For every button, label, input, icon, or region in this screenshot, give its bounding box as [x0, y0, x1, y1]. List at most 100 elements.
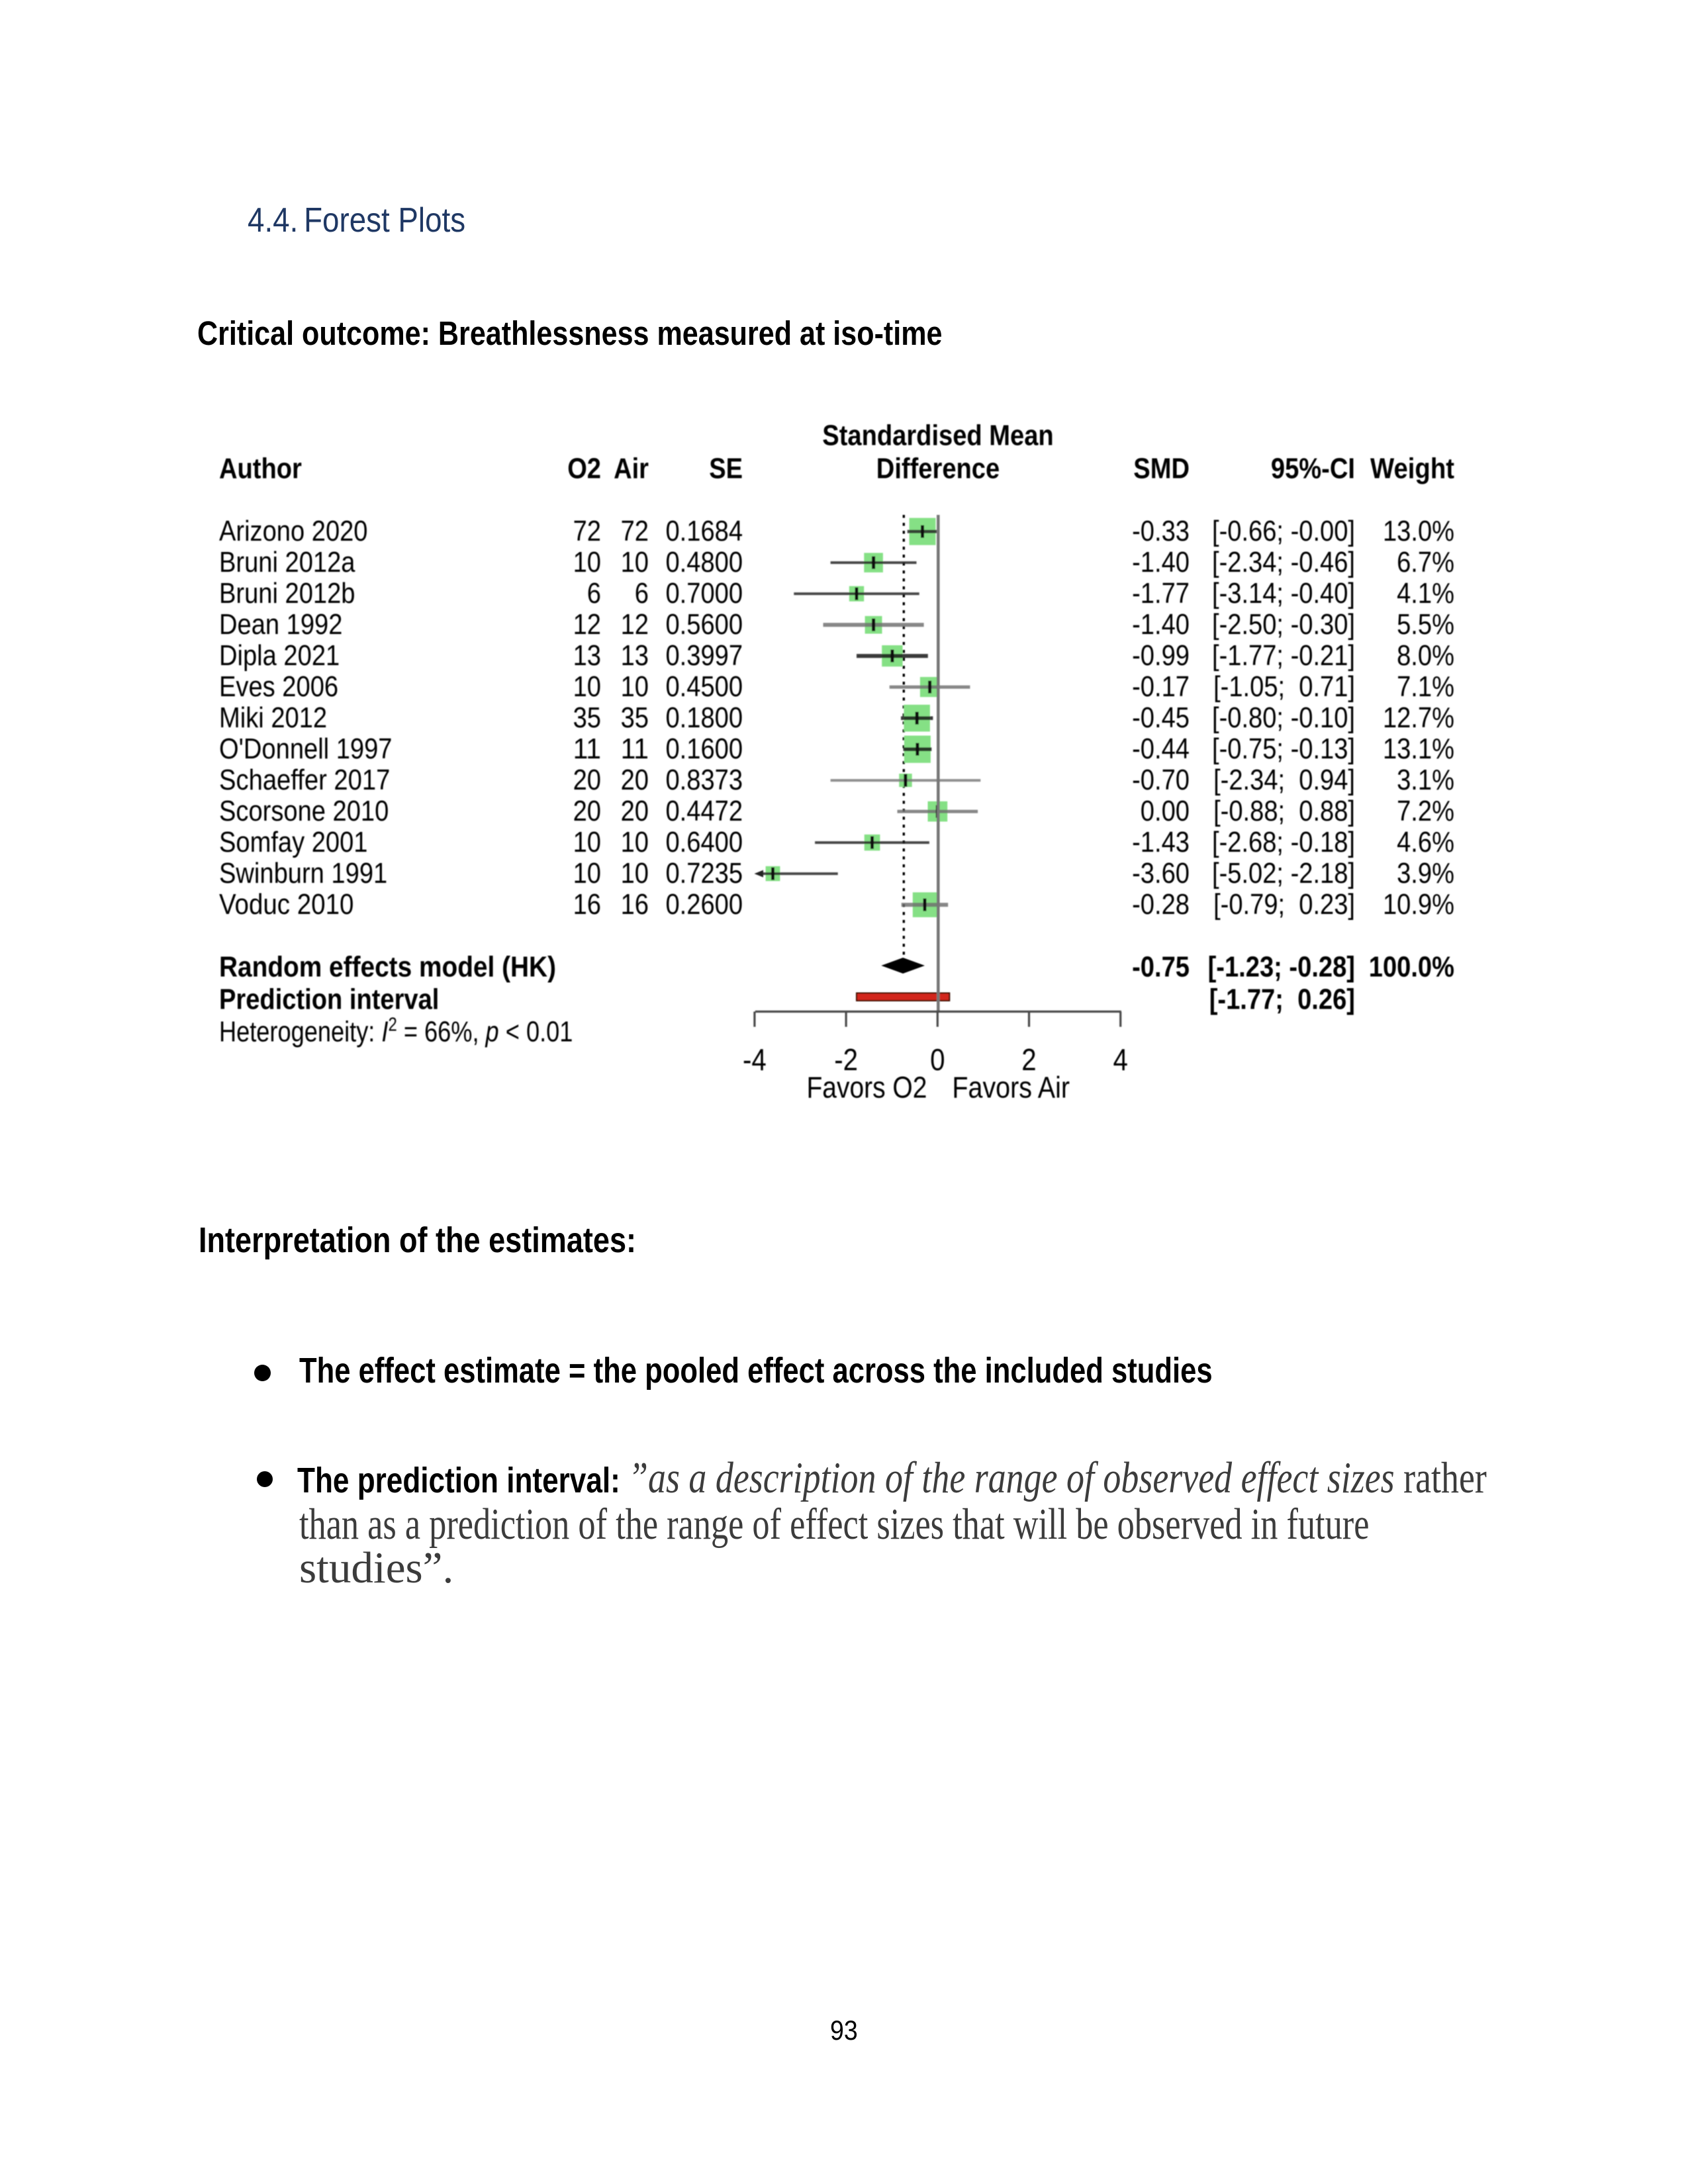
svg-text:-0.45: -0.45 [1132, 702, 1190, 734]
svg-text:4.1%: 4.1% [1397, 577, 1454, 610]
svg-text:10: 10 [573, 857, 601, 889]
svg-text:-3.60: -3.60 [1132, 857, 1190, 889]
svg-text:0.1800: 0.1800 [666, 702, 743, 734]
svg-text:[-5.02; -2.18]: [-5.02; -2.18] [1212, 857, 1355, 889]
svg-text:0.1684: 0.1684 [666, 515, 743, 547]
svg-text:0.2600: 0.2600 [666, 888, 743, 921]
svg-text:72: 72 [573, 515, 601, 547]
svg-text:SMD: SMD [1133, 453, 1190, 485]
svg-text:-1.40: -1.40 [1132, 608, 1190, 641]
svg-text:-1.77: -1.77 [1132, 577, 1190, 610]
svg-text:-0.99: -0.99 [1132, 639, 1190, 672]
svg-text:7.2%: 7.2% [1397, 795, 1454, 827]
svg-text:13: 13 [573, 639, 601, 672]
svg-text:[-0.75; -0.13]: [-0.75; -0.13] [1212, 733, 1355, 765]
svg-text:20: 20 [573, 764, 601, 796]
svg-text:Swinburn 1991: Swinburn 1991 [219, 857, 387, 889]
svg-text:6: 6 [635, 577, 649, 610]
svg-text:Air: Air [614, 453, 649, 485]
svg-text:[-1.23; -0.28]: [-1.23; -0.28] [1208, 950, 1355, 983]
svg-text:0.4472: 0.4472 [666, 795, 743, 827]
svg-text:0.4500: 0.4500 [666, 670, 743, 703]
svg-text:11: 11 [573, 733, 601, 765]
svg-text:16: 16 [573, 888, 601, 921]
svg-text:[-0.66; -0.00]: [-0.66; -0.00] [1212, 515, 1355, 547]
svg-text:O'Donnell 1997: O'Donnell 1997 [219, 733, 393, 765]
svg-text:35: 35 [621, 702, 649, 734]
svg-text:Favors O2: Favors O2 [807, 1070, 927, 1104]
svg-text:2: 2 [389, 1014, 397, 1035]
svg-text:p: p [485, 1015, 499, 1048]
svg-text:35: 35 [573, 702, 601, 734]
svg-text:[-2.34; -0.46]: [-2.34; -0.46] [1212, 546, 1355, 578]
svg-text:I: I [381, 1015, 388, 1048]
svg-text:Prediction interval: Prediction interval [219, 983, 439, 1016]
svg-text:Scorsone 2010: Scorsone 2010 [219, 795, 389, 827]
svg-text:Standardised Mean: Standardised Mean [822, 420, 1053, 452]
svg-text:Arizono 2020: Arizono 2020 [219, 515, 368, 547]
svg-text:20: 20 [621, 795, 649, 827]
svg-text:-2: -2 [834, 1042, 858, 1077]
svg-text:95%-CI: 95%-CI [1271, 453, 1355, 485]
svg-text:2: 2 [1021, 1042, 1036, 1077]
svg-text:11: 11 [621, 733, 649, 765]
svg-text:Somfay 2001: Somfay 2001 [219, 826, 368, 858]
svg-text:10: 10 [573, 670, 601, 703]
svg-text:0.1600: 0.1600 [666, 733, 743, 765]
svg-text:6: 6 [587, 577, 601, 610]
svg-text:0: 0 [930, 1042, 945, 1077]
svg-text:Dipla 2021: Dipla 2021 [219, 639, 340, 672]
svg-text:12: 12 [621, 608, 649, 641]
svg-text:SE: SE [709, 453, 743, 485]
svg-text:Dean 1992: Dean 1992 [219, 608, 342, 641]
svg-text:[-2.34; 0.94]: [-2.34; 0.94] [1213, 764, 1355, 796]
svg-text:10: 10 [621, 826, 649, 858]
svg-text:4.6%: 4.6% [1397, 826, 1454, 858]
svg-text:5.5%: 5.5% [1397, 608, 1454, 641]
svg-text:-0.33: -0.33 [1132, 515, 1190, 547]
svg-text:7.1%: 7.1% [1397, 670, 1454, 703]
svg-text:10.9%: 10.9% [1383, 888, 1454, 921]
svg-text:Author: Author [219, 453, 302, 485]
svg-text:13.0%: 13.0% [1383, 515, 1454, 547]
svg-text:6.7%: 6.7% [1397, 546, 1454, 578]
svg-text:100.0%: 100.0% [1369, 950, 1454, 983]
svg-text:-0.44: -0.44 [1132, 733, 1190, 765]
svg-text:12: 12 [573, 608, 601, 641]
svg-text:10: 10 [621, 670, 649, 703]
svg-text:0.8373: 0.8373 [666, 764, 743, 796]
svg-text:Favors Air: Favors Air [952, 1070, 1070, 1104]
svg-text:[-3.14; -0.40]: [-3.14; -0.40] [1212, 577, 1355, 610]
svg-text:-0.17: -0.17 [1132, 670, 1190, 703]
svg-text:12.7%: 12.7% [1383, 702, 1454, 734]
svg-text:Difference: Difference [876, 453, 1000, 485]
svg-text:Heterogeneity:: Heterogeneity: [219, 1015, 381, 1048]
svg-text:-4: -4 [743, 1042, 767, 1077]
svg-text:[-2.50; -0.30]: [-2.50; -0.30] [1212, 608, 1355, 641]
svg-text:72: 72 [621, 515, 649, 547]
svg-text:[-0.88; 0.88]: [-0.88; 0.88] [1213, 795, 1355, 827]
svg-text:10: 10 [621, 546, 649, 578]
svg-text:10: 10 [573, 826, 601, 858]
svg-text:0.7235: 0.7235 [666, 857, 743, 889]
svg-text:10: 10 [621, 857, 649, 889]
svg-text:-0.75: -0.75 [1132, 950, 1190, 983]
svg-text:4: 4 [1113, 1042, 1128, 1077]
svg-text:-1.40: -1.40 [1132, 546, 1190, 578]
svg-text:10: 10 [573, 546, 601, 578]
svg-text:Miki 2012: Miki 2012 [219, 702, 327, 734]
svg-text:3.1%: 3.1% [1397, 764, 1454, 796]
svg-text:0.6400: 0.6400 [666, 826, 743, 858]
svg-text:[-0.80; -0.10]: [-0.80; -0.10] [1212, 702, 1355, 734]
svg-text:0.4800: 0.4800 [666, 546, 743, 578]
svg-text:0.00: 0.00 [1141, 795, 1190, 827]
svg-text:0.3997: 0.3997 [666, 639, 743, 672]
svg-text:0.7000: 0.7000 [666, 577, 743, 610]
svg-text:Bruni 2012b: Bruni 2012b [219, 577, 355, 610]
svg-text:[-1.05; 0.71]: [-1.05; 0.71] [1213, 670, 1355, 703]
svg-text:-0.28: -0.28 [1132, 888, 1190, 921]
svg-text:13.1%: 13.1% [1383, 733, 1454, 765]
svg-text:= 66%,: = 66%, [397, 1015, 486, 1048]
svg-text:[-0.79; 0.23]: [-0.79; 0.23] [1213, 888, 1355, 921]
svg-text:Random effects model (HK): Random effects model (HK) [219, 950, 556, 983]
